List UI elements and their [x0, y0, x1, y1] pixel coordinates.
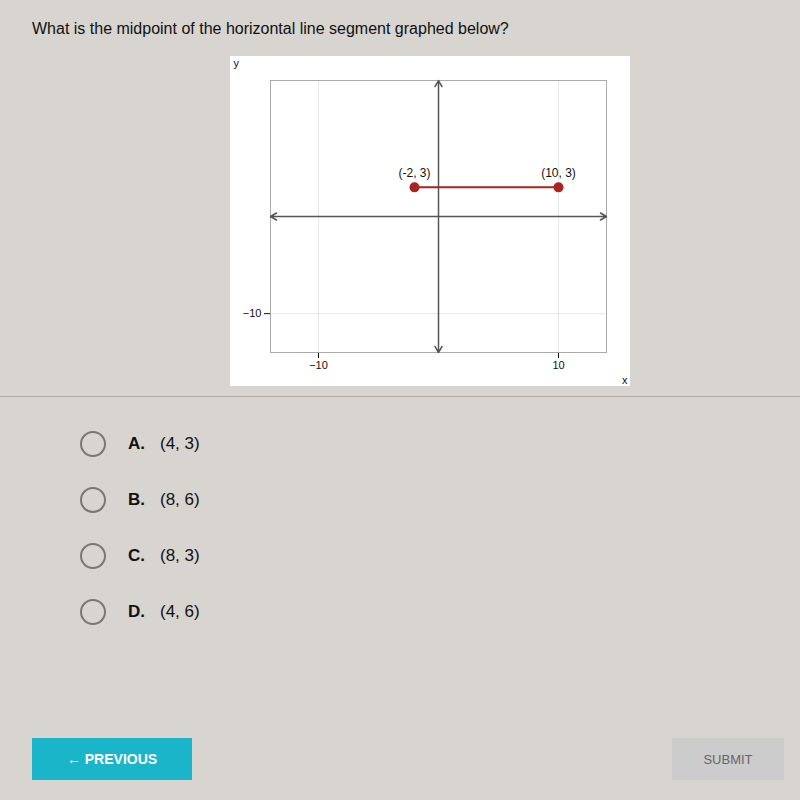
svg-text:10: 10: [552, 359, 564, 371]
html-text:(8, 3): (8, 3): [160, 546, 200, 565]
svg-text:x: x: [622, 374, 628, 386]
html-text:(4, 6): (4, 6): [160, 602, 200, 621]
html-text:(8, 6): (8, 6): [160, 490, 200, 509]
html-text:← PREVIOUS: ← PREVIOUS: [66, 751, 158, 767]
svg-text:(10, 3): (10, 3): [541, 166, 576, 180]
html-text:What is the midpoint of the ho: What is the midpoint of the horizontal l…: [32, 20, 509, 37]
html-text:A.: A.: [128, 434, 145, 453]
html-text:SUBMIT: SUBMIT: [703, 751, 753, 767]
html-text:C.: C.: [128, 546, 145, 565]
svg-text:−10: −10: [243, 307, 262, 319]
svg-text:−10: −10: [309, 359, 328, 371]
html-text:D.: D.: [128, 602, 145, 621]
html-text:B.: B.: [128, 490, 145, 509]
svg-text:(-2, 3): (-2, 3): [398, 166, 430, 180]
html-text:(4, 3): (4, 3): [160, 434, 200, 453]
svg-text:y: y: [234, 57, 240, 69]
